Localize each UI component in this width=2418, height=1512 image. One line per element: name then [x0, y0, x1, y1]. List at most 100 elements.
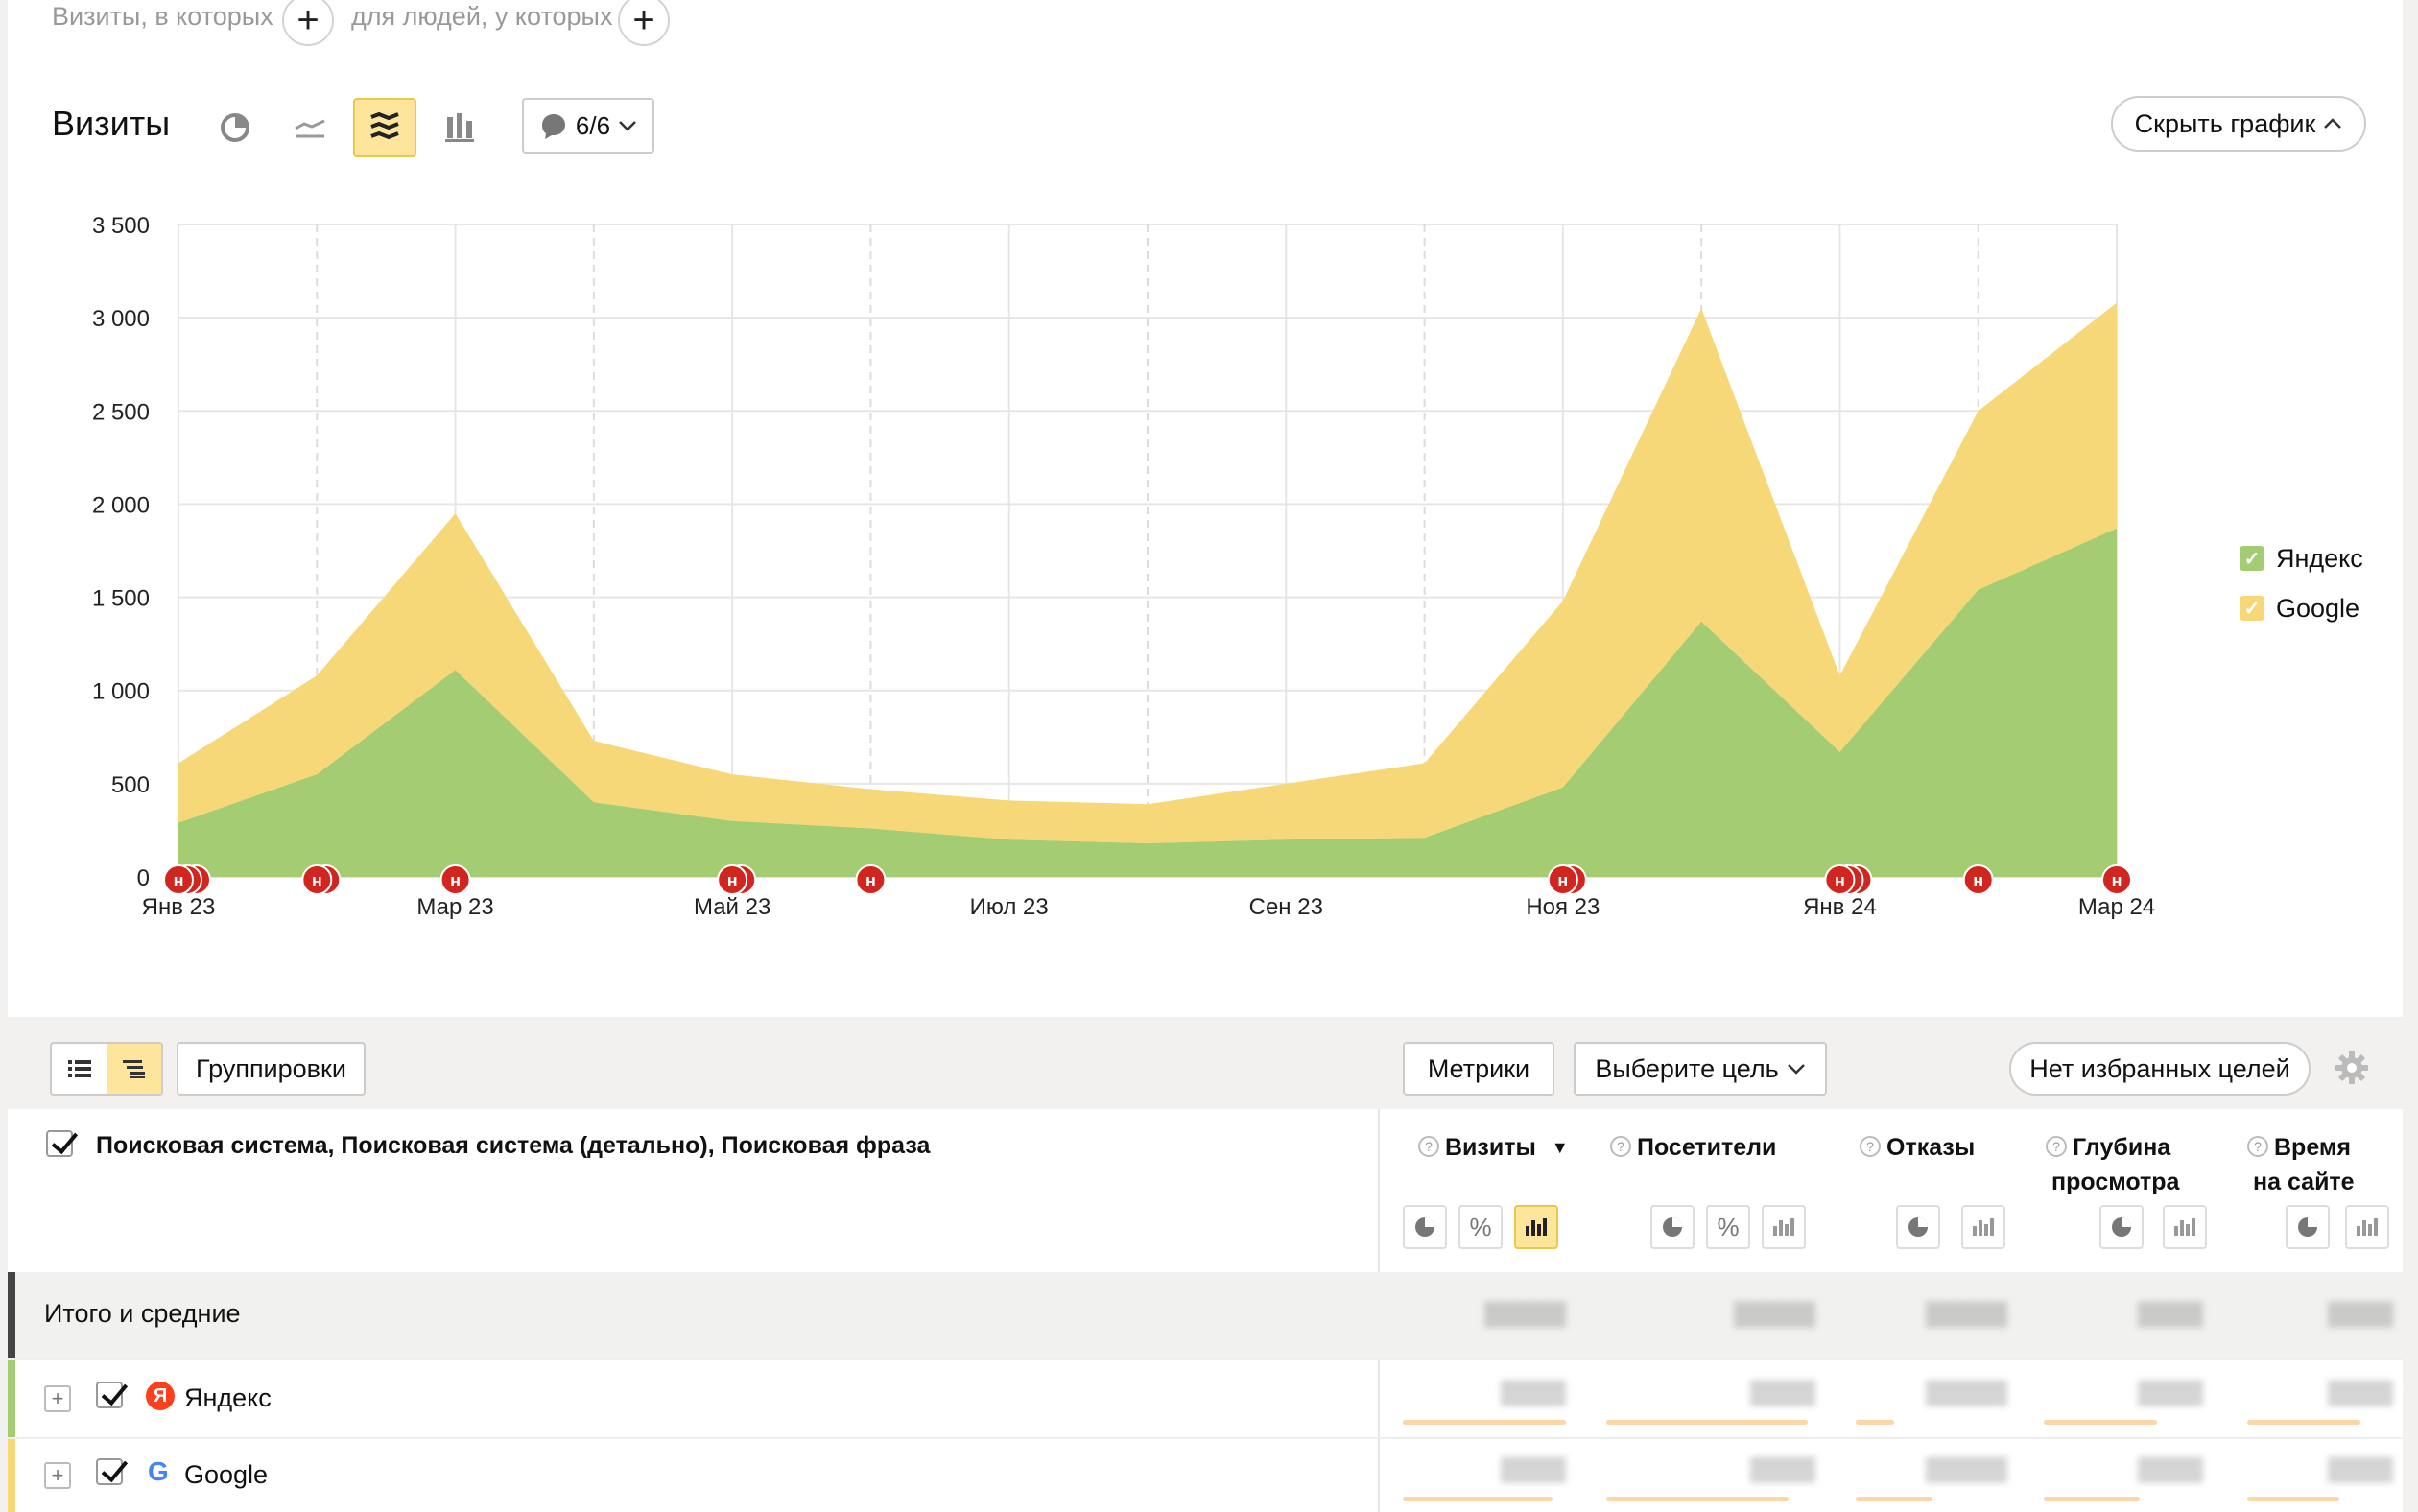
y-tick-label: 1 500: [92, 586, 150, 612]
bar-view-time[interactable]: [2345, 1205, 2389, 1249]
tree-icon: [122, 1060, 145, 1078]
row-color-bar: [8, 1272, 15, 1358]
legend-item-google[interactable]: ✓ Google: [2240, 583, 2363, 633]
settings-button[interactable]: [2334, 1050, 2370, 1091]
bar-chart-icon: [2357, 1218, 2378, 1236]
bar-chart-icon: [2174, 1218, 2195, 1236]
help-icon[interactable]: ?: [1860, 1136, 1881, 1157]
value-bar: [2247, 1497, 2339, 1501]
list-view-button[interactable]: [52, 1044, 107, 1094]
choose-goal-dropdown[interactable]: Выберите цель: [1574, 1042, 1827, 1096]
column-header-time[interactable]: ? Время на сайте: [2247, 1130, 2355, 1199]
cell-depth: ▒▒▒▒: [2137, 1380, 2203, 1406]
stacked-area-toggle[interactable]: [353, 98, 416, 157]
table-row[interactable]: + G Google ▒▒▒▒ ▒▒▒▒ ▒▒▒▒▒ ▒▒▒▒ ▒▒▒▒: [8, 1437, 2403, 1512]
value-bar: [2044, 1497, 2140, 1501]
expand-row-button[interactable]: +: [44, 1462, 71, 1489]
value-bar: [1606, 1497, 1789, 1501]
pie-view-bounces[interactable]: [1896, 1205, 1940, 1249]
help-icon[interactable]: ?: [1418, 1136, 1439, 1157]
row-checkbox[interactable]: [96, 1458, 123, 1485]
x-tick-label: Мар 24: [2078, 894, 2155, 920]
y-tick-label: 3 000: [92, 306, 150, 332]
hide-chart-label: Скрыть график: [2134, 108, 2316, 138]
row-label: Google: [184, 1460, 269, 1489]
note-marker-letter: н: [727, 871, 738, 890]
note-marker: [855, 864, 887, 895]
legend-item-yandex[interactable]: ✓ Яндекс: [2240, 533, 2363, 583]
notes-dropdown-button[interactable]: 6/6: [522, 98, 654, 154]
pie-view-visits[interactable]: [1403, 1205, 1447, 1249]
metrics-button[interactable]: Метрики: [1403, 1042, 1554, 1096]
cell-time: ▒▒▒▒: [2327, 1380, 2393, 1406]
select-all-checkbox[interactable]: [46, 1130, 73, 1157]
column-header-visitors[interactable]: ? Посетители: [1610, 1130, 1776, 1165]
choose-goal-label: Выберите цель: [1595, 1053, 1779, 1083]
percent-view-visitors[interactable]: %: [1706, 1205, 1750, 1249]
pie-chart-icon: [1908, 1217, 1928, 1237]
note-marker-letter: н: [1973, 871, 1983, 890]
y-tick-label: 2 500: [92, 399, 150, 425]
column-header-bounces[interactable]: ? Отказы: [1860, 1130, 1975, 1165]
pie-chart-icon: [2112, 1217, 2131, 1237]
cell-visitors: ▒▒▒▒: [1749, 1456, 1815, 1482]
area-series-google: [178, 302, 2117, 844]
groupings-button[interactable]: Группировки: [177, 1042, 366, 1096]
column-header-depth[interactable]: ? Глубина просмотра: [2046, 1130, 2179, 1199]
plus-icon: +: [296, 0, 320, 41]
note-marker: [1962, 864, 1994, 895]
y-tick-label: 2 000: [92, 492, 150, 518]
pie-view-time[interactable]: [2286, 1205, 2330, 1249]
hide-chart-button[interactable]: Скрыть график: [2111, 96, 2366, 152]
pie-view-depth[interactable]: [2099, 1205, 2144, 1249]
chevron-down-icon: [619, 121, 636, 131]
add-people-filter-button[interactable]: +: [618, 0, 670, 46]
value-bar: [1856, 1497, 1932, 1501]
help-icon[interactable]: ?: [1610, 1136, 1631, 1157]
cell-bounces: ▒▒▒▒▒: [1925, 1380, 2007, 1406]
note-marker-letter: н: [2112, 871, 2122, 890]
table-row-total[interactable]: Итого и средние ▒▒▒▒▒ ▒▒▒▒▒ ▒▒▒▒▒ ▒▒▒▒ ▒…: [8, 1272, 2403, 1358]
help-icon[interactable]: ?: [2247, 1136, 2268, 1157]
bar-view-depth[interactable]: [2163, 1205, 2207, 1249]
checkbox-icon: ✓: [2240, 546, 2264, 571]
bar-view-visitors[interactable]: [1762, 1205, 1806, 1249]
x-tick-label: Июл 23: [970, 894, 1049, 920]
favorite-goals-button[interactable]: Нет избранных целей: [2009, 1042, 2311, 1096]
table-row[interactable]: + Я Яндекс ▒▒▒▒ ▒▒▒▒ ▒▒▒▒▒ ▒▒▒▒ ▒▒▒▒: [8, 1358, 2403, 1437]
line-chart-toggle[interactable]: [278, 98, 342, 157]
column-title-line1: Глубина: [2073, 1134, 2171, 1161]
bar-view-bounces[interactable]: [1961, 1205, 2005, 1249]
pie-chart-toggle[interactable]: [203, 98, 267, 157]
row-checkbox[interactable]: [96, 1382, 123, 1408]
help-icon[interactable]: ?: [2046, 1136, 2067, 1157]
pie-chart-icon: [1415, 1217, 1434, 1237]
expand-row-button[interactable]: +: [44, 1385, 71, 1412]
people-filter-label: для людей, у которых: [351, 2, 613, 31]
visits-area-chart: 3 500 3 000 2 500 2 000 1 500 1 000 500 0 Янв 23…: [92, 213, 2155, 920]
bar-view-visits[interactable]: [1514, 1205, 1558, 1249]
plus-icon: +: [632, 0, 655, 41]
note-marker-letter: н: [450, 871, 461, 890]
note-marker: [1547, 864, 1578, 895]
row-label: Итого и средние: [44, 1299, 241, 1328]
add-visit-filter-button[interactable]: +: [282, 0, 334, 46]
note-marker-letter: н: [1557, 871, 1568, 890]
checkbox-icon: ✓: [2240, 596, 2264, 621]
cell-visits: ▒▒▒▒: [1500, 1456, 1566, 1482]
row-color-bar: [8, 1439, 15, 1512]
column-title-line2: на сайте: [2253, 1169, 2355, 1195]
column-title: Глубина просмотра: [2051, 1130, 2179, 1199]
percent-icon: %: [1469, 1212, 1492, 1241]
tree-view-button[interactable]: [107, 1044, 161, 1094]
gear-icon: [2335, 1051, 2368, 1084]
column-header-visits[interactable]: ? Визиты ▼: [1418, 1130, 1569, 1165]
x-tick-label: Янв 23: [142, 894, 216, 920]
percent-view-visits[interactable]: %: [1458, 1205, 1503, 1249]
google-logo-icon: G: [148, 1456, 169, 1486]
column-title: Отказы: [1886, 1134, 1976, 1161]
bar-chart-toggle[interactable]: [428, 98, 491, 157]
pie-view-visitors[interactable]: [1650, 1205, 1695, 1249]
sort-desc-icon: ▼: [1551, 1138, 1569, 1157]
chart-title: Визиты: [52, 104, 171, 143]
